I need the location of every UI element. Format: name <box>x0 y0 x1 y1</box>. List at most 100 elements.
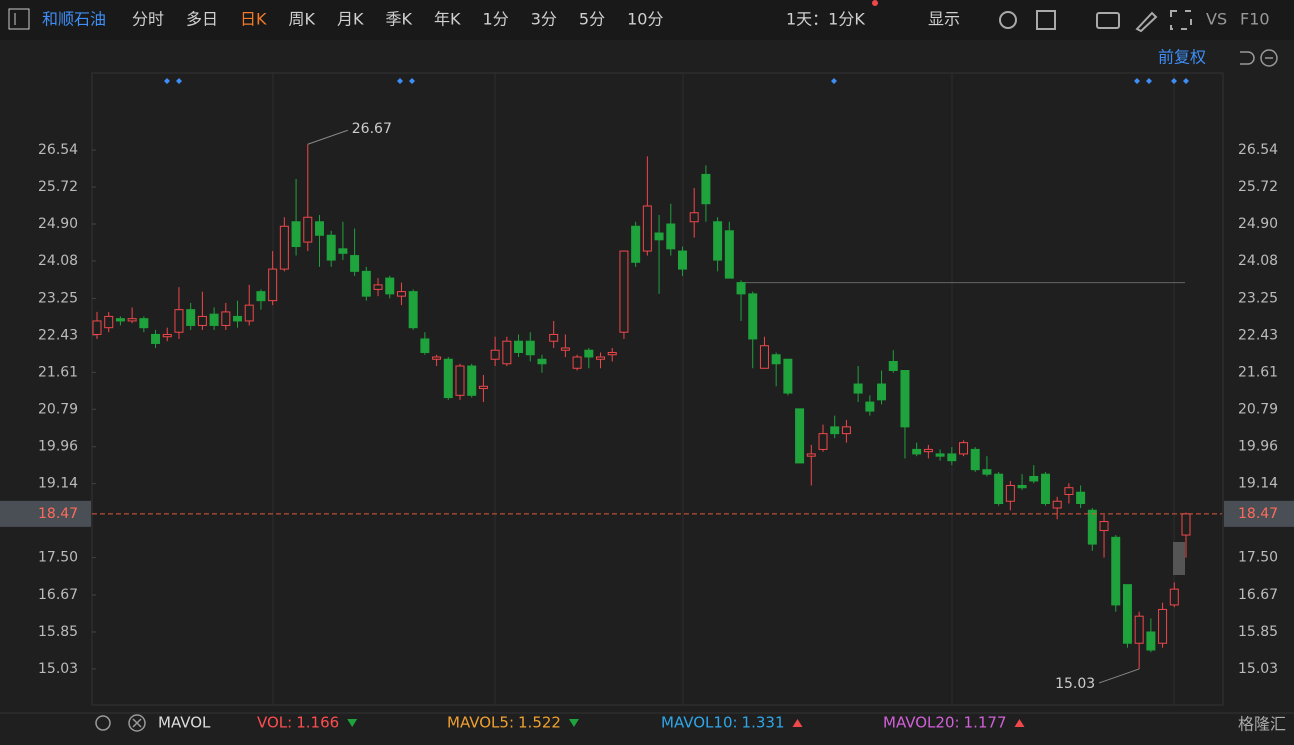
ind-close[interactable] <box>128 714 146 732</box>
candle-body <box>385 277 395 295</box>
adjust[interactable]: 前复权 <box>1158 48 1206 67</box>
candle-body <box>291 221 301 248</box>
candle-body <box>1005 484 1015 502</box>
candle-body <box>841 426 851 435</box>
candle-body <box>959 442 969 455</box>
candle-body <box>432 356 442 360</box>
y-tick-label: 17.50 <box>38 550 78 566</box>
y-tick-label: 25.72 <box>38 179 78 195</box>
draw-icon[interactable] <box>1135 11 1158 33</box>
period-tab[interactable]: 3分 <box>531 10 557 29</box>
period-tab[interactable]: 季K <box>386 10 413 29</box>
vs[interactable]: VS <box>1206 10 1227 29</box>
stock-name[interactable]: 和顺石油 <box>42 10 106 29</box>
indicator-name[interactable]: MAVOL <box>158 714 211 732</box>
period-tab[interactable]: 1分 <box>483 10 509 29</box>
toolbar <box>0 0 1294 40</box>
period-tab[interactable]: 多日 <box>186 10 218 29</box>
candle-body <box>689 212 699 223</box>
camera-icon[interactable] <box>1096 12 1120 29</box>
y-tick-label-right: 22.43 <box>1238 327 1278 343</box>
candle-body <box>1064 487 1074 495</box>
candle-body <box>151 333 161 344</box>
candle-body <box>139 318 149 329</box>
candle-body <box>502 340 512 365</box>
reset-icon[interactable] <box>1240 51 1255 65</box>
indicator-value: 1.331 <box>742 714 785 732</box>
y-tick-label-right: 26.54 <box>1238 142 1278 158</box>
candle-body <box>584 349 594 358</box>
candle-body <box>865 401 875 412</box>
period-tab[interactable]: 分时 <box>132 10 164 29</box>
candle-body <box>1017 484 1027 489</box>
ind-settings[interactable] <box>95 715 111 731</box>
candle-body <box>560 347 570 351</box>
candle-body <box>713 221 723 261</box>
y-tick-label: 23.25 <box>38 290 78 306</box>
candle-body <box>537 358 547 365</box>
y-tick-label: 16.67 <box>38 587 78 603</box>
interval[interactable]: 1天：1分K <box>786 10 865 29</box>
candle-body <box>1134 615 1144 644</box>
candle-body <box>396 291 406 297</box>
y-tick-label-right: 17.50 <box>1238 550 1278 566</box>
candle-body <box>186 309 196 326</box>
candle-body <box>1122 584 1132 644</box>
candle-body <box>1111 536 1121 606</box>
layout-icon[interactable] <box>1036 10 1056 30</box>
candle-body <box>92 320 102 335</box>
candle-body <box>619 250 629 333</box>
candle-body <box>1146 631 1156 651</box>
y-tick-label: 19.14 <box>38 476 78 492</box>
candle-body <box>631 225 641 263</box>
y-tick-label-right: 19.96 <box>1238 439 1278 455</box>
candle-body <box>1099 521 1109 532</box>
candle-body <box>233 315 243 322</box>
last-price-box-right <box>1224 500 1294 527</box>
y-tick-label-right: 19.14 <box>1238 476 1278 492</box>
indicator-label: MAVOL20: <box>883 714 960 732</box>
candle-body <box>853 383 863 394</box>
candle-body <box>174 309 184 333</box>
plot-frame <box>91 72 1224 706</box>
period-tab[interactable]: 月K <box>337 10 364 29</box>
display[interactable]: 显示 <box>928 10 960 29</box>
y-tick-label: 19.96 <box>38 439 78 455</box>
trend-arrow <box>1014 719 1025 727</box>
candle-body <box>783 358 793 394</box>
candle-body <box>303 216 313 243</box>
candle-body <box>197 315 207 326</box>
y-tick-label-right: 15.03 <box>1238 661 1278 677</box>
candle-body <box>935 453 945 457</box>
y-tick-label: 24.08 <box>38 253 78 269</box>
candle-body <box>373 284 383 290</box>
settings-icon[interactable] <box>999 11 1017 29</box>
zoom-out[interactable] <box>1260 49 1278 67</box>
period-tab[interactable]: 周K <box>289 10 316 29</box>
candle-body <box>350 255 360 272</box>
candle-body <box>748 293 758 340</box>
last-price-label: 18.47 <box>38 506 78 522</box>
period-tab[interactable]: 5分 <box>579 10 605 29</box>
candle-body <box>759 345 769 369</box>
menu-icon[interactable] <box>8 8 30 30</box>
candle-body <box>408 291 418 329</box>
candle-body <box>443 358 453 399</box>
high-pointer <box>307 129 348 145</box>
candle-body <box>666 223 676 250</box>
y-tick-label: 15.85 <box>38 624 78 640</box>
period-tab[interactable]: 10分 <box>627 10 663 29</box>
fullscreen-icon[interactable] <box>1170 10 1192 30</box>
candle-body <box>1029 475 1039 482</box>
f10[interactable]: F10 <box>1240 10 1270 29</box>
period-tab[interactable]: 年K <box>434 10 461 29</box>
candle-body <box>1052 500 1062 509</box>
candle-body <box>244 304 254 322</box>
candle-body <box>1169 588 1179 606</box>
candle-body <box>361 270 371 297</box>
y-tick-label: 24.90 <box>38 216 78 232</box>
period-tab[interactable]: 日K <box>240 10 267 29</box>
candle-body <box>970 448 980 471</box>
